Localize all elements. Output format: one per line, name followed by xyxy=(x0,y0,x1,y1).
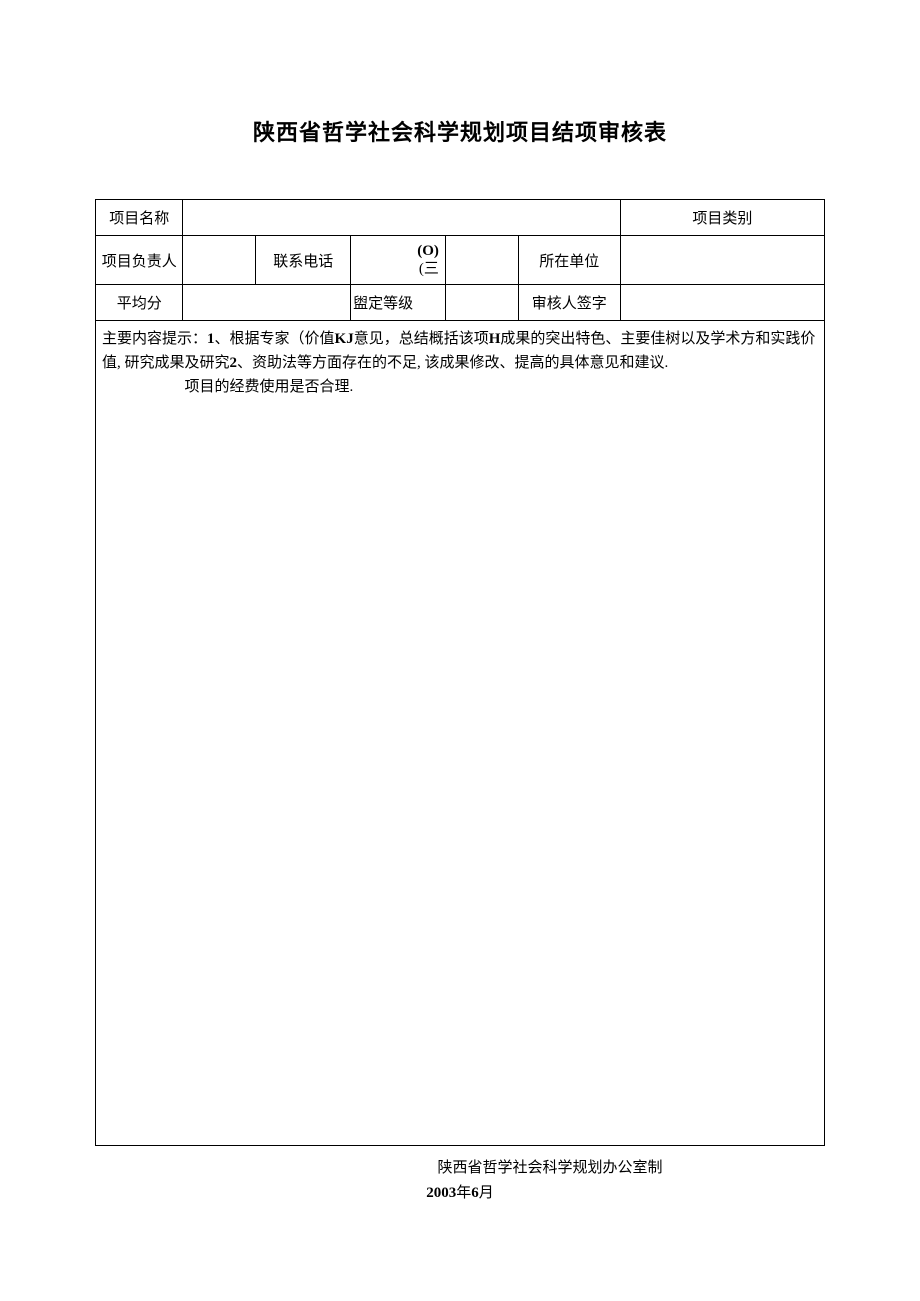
hint-prefix: 主要内容提示： xyxy=(102,331,207,347)
hint-m4: 、资助法等方面存在的不足, 该成果修改、提高的具体意见和建议. xyxy=(237,355,668,371)
phone-o-text: (O) xyxy=(417,243,439,259)
hint-b3: H xyxy=(489,331,501,347)
value-project-leader xyxy=(183,236,256,285)
label-reviewer-sign: 审核人签字 xyxy=(518,285,620,321)
label-contact-phone: 联系电话 xyxy=(256,236,351,285)
label-ident-grade: 盥定等级 xyxy=(351,285,446,321)
footer-date: 2003年6月 xyxy=(95,1181,825,1202)
footer-office: 陕西省哲学社会科学规划办公室制 xyxy=(95,1156,825,1177)
label-project-category: 项目类别 xyxy=(620,200,824,236)
value-project-name xyxy=(183,200,620,236)
hint-m2: 意见，总结概括该项 xyxy=(354,331,489,347)
hint-b2: KJ xyxy=(335,331,354,347)
value-unit xyxy=(620,236,824,285)
value-contact-phone: (O) (三 xyxy=(351,236,446,285)
footer-year: 2003 xyxy=(426,1185,456,1201)
hint-b1: 1 xyxy=(207,331,215,347)
row-blank-content xyxy=(96,405,825,1145)
label-project-leader: 项目负责人 xyxy=(96,236,183,285)
document-page: 陕西省哲学社会科学规划项目结项审核表 项目名称 项目类别 项目负责人 联系电话 … xyxy=(0,0,920,1202)
content-hint-text: 主要内容提示：1、根据专家（价值KJ意见，总结概括该项H成果的突出特色、主要佳树… xyxy=(102,327,818,375)
footer-nian: 年 xyxy=(456,1185,471,1201)
document-title: 陕西省哲学社会科学规划项目结项审核表 xyxy=(95,115,825,147)
blank-content-cell xyxy=(96,405,825,1145)
row-project-leader: 项目负责人 联系电话 (O) (三 所在单位 xyxy=(96,236,825,285)
row-project-name: 项目名称 项目类别 xyxy=(96,200,825,236)
row-content-hint: 主要内容提示：1、根据专家（价值KJ意见，总结概括该项H成果的突出特色、主要佳树… xyxy=(96,321,825,406)
footer-month: 6 xyxy=(471,1185,479,1201)
hint-m1: 、根据专家（价值 xyxy=(215,331,335,347)
hint-b4: 2 xyxy=(230,355,238,371)
document-footer: 陕西省哲学社会科学规划办公室制 2003年6月 xyxy=(95,1156,825,1202)
value-ident-grade xyxy=(445,285,518,321)
phone-san-text: (三 xyxy=(419,261,439,277)
value-average-score xyxy=(183,285,351,321)
label-unit: 所在单位 xyxy=(518,236,620,285)
row-average-score: 平均分 盥定等级 审核人签字 xyxy=(96,285,825,321)
content-hint-cell: 主要内容提示：1、根据专家（价值KJ意见，总结概括该项H成果的突出特色、主要佳树… xyxy=(96,321,825,406)
value-phone-blank xyxy=(445,236,518,285)
label-project-name: 项目名称 xyxy=(96,200,183,236)
approval-form-table: 项目名称 项目类别 项目负责人 联系电话 (O) (三 所在单位 平均分 盥定等… xyxy=(95,199,825,1146)
label-average-score: 平均分 xyxy=(96,285,183,321)
value-reviewer-sign xyxy=(620,285,824,321)
content-hint-line2: 项目的经费使用是否合理. xyxy=(102,375,818,399)
footer-yue: 月 xyxy=(479,1185,494,1201)
